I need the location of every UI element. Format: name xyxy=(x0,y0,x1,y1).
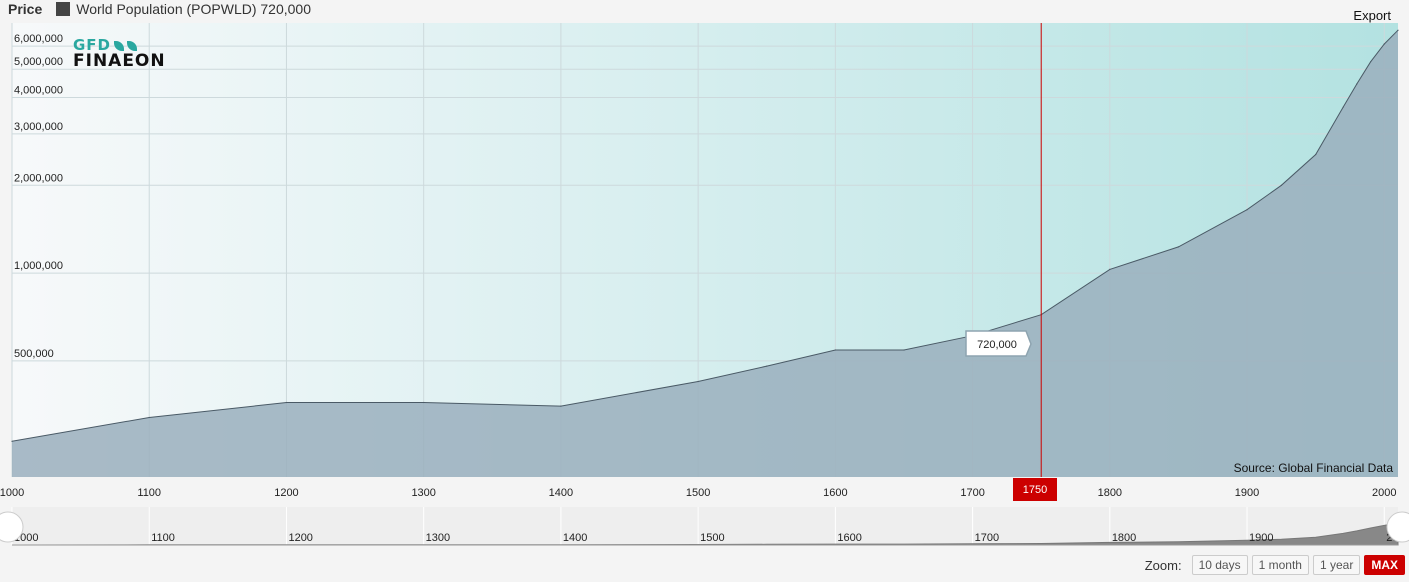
y-axis-ticks: 500,000 1,000,000 2,000,000 3,000,000 4,000,… xyxy=(14,33,63,360)
series-point xyxy=(1280,184,1282,186)
x-tick-label: 2000 xyxy=(1372,487,1396,499)
zoom-controls: Zoom: 10 days 1 month 1 year MAX xyxy=(1145,555,1405,575)
logo-leaf-icon xyxy=(127,40,138,51)
series-point xyxy=(903,349,905,351)
series-point xyxy=(766,365,768,367)
series-point xyxy=(1370,61,1372,63)
x-tick-label: 1800 xyxy=(1098,487,1122,499)
series-point xyxy=(423,401,425,404)
y-tick-label: 6,000,000 xyxy=(14,33,63,45)
navigator-tick-label: 1600 xyxy=(837,532,861,544)
zoom-label: Zoom: xyxy=(1144,557,1182,573)
legend: Price World Population (POPWLD) 720,000 xyxy=(8,0,311,18)
series-point xyxy=(1315,153,1317,156)
logo-finaeon-text: FINAEON xyxy=(73,51,166,71)
gfd-finaeon-logo: GFD FINAEON xyxy=(73,36,166,71)
crosshair-x-label-box xyxy=(1013,478,1057,501)
series-point xyxy=(1397,29,1399,31)
navigator-tick-label: 1800 xyxy=(1112,532,1136,544)
source-label: Source: Global Financial Data xyxy=(1234,461,1394,475)
navigator-tick-label: 1100 xyxy=(151,532,175,544)
y-tick-label: 2,000,000 xyxy=(14,172,63,184)
logo-leaf-icon xyxy=(114,40,125,51)
tooltip: 720,000 xyxy=(965,330,1032,357)
x-tick-label: 1400 xyxy=(549,487,573,499)
series-area-fill xyxy=(12,30,1398,477)
y-tick-label: 500,000 xyxy=(14,348,54,360)
x-tick-label: 1600 xyxy=(823,487,847,499)
tooltip-text: 720,000 xyxy=(977,339,1017,351)
navigator-handle-left[interactable] xyxy=(0,511,24,543)
navigator-ticks: 1000 1100 1200 1300 1400 1500 1600 1700 1800 1900… xyxy=(14,532,1409,544)
x-tick-label: 1200 xyxy=(274,487,298,499)
x-axis-ticks: 1000 1100 1200 1300 1400 1500 1600 1700 1800 1900… xyxy=(0,487,1397,499)
navigator-tick-label: 1400 xyxy=(563,532,587,544)
y-tick-label: 3,000,000 xyxy=(14,121,63,133)
series-point xyxy=(697,380,699,383)
series-point xyxy=(285,401,288,404)
navigator-tick-label: 1200 xyxy=(288,532,312,544)
export-button[interactable]: Export xyxy=(1353,8,1391,23)
x-tick-label: 1300 xyxy=(411,487,435,499)
logo-gfd-text: GFD xyxy=(73,36,112,54)
y-tick-label: 1,000,000 xyxy=(14,260,63,272)
navigator-tick-label: 1900 xyxy=(1249,532,1273,544)
legend-series-text[interactable]: World Population (POPWLD) 720,000 xyxy=(76,1,311,17)
x-tick-label: 1900 xyxy=(1235,487,1259,499)
tooltip-box xyxy=(965,330,1032,357)
navigator-handle-right[interactable] xyxy=(1386,511,1409,543)
crosshair-x-label: 1750 xyxy=(1013,478,1057,501)
navigator-background xyxy=(12,507,1398,545)
series-point xyxy=(834,349,837,351)
series-point xyxy=(1246,209,1248,211)
y-tick-label: 4,000,000 xyxy=(14,84,63,96)
series-point xyxy=(11,440,13,442)
navigator[interactable]: 1000 1100 1200 1300 1400 1500 1600 1700 1800 1900… xyxy=(0,507,1409,546)
x-tick-label: 1700 xyxy=(960,487,984,499)
x-tick-label: 1000 xyxy=(0,487,24,499)
zoom-1-year-button[interactable]: 1 year xyxy=(1312,555,1361,575)
series-point xyxy=(1383,43,1385,45)
crosshair-x-label-text: 1750 xyxy=(1023,484,1047,496)
navigator-tick-label: 1500 xyxy=(700,532,724,544)
zoom-1-month-button[interactable]: 1 month xyxy=(1251,555,1309,575)
series-point xyxy=(1356,83,1358,85)
series-point xyxy=(1342,106,1344,108)
series-point xyxy=(148,416,150,419)
y-tick-label: 5,000,000 xyxy=(14,56,63,68)
navigator-tick-label: 1300 xyxy=(426,532,450,544)
x-tick-label: 1500 xyxy=(686,487,710,499)
navigator-tick-label: 1700 xyxy=(975,532,999,544)
legend-title: Price xyxy=(8,1,43,17)
zoom-10-days-button[interactable]: 10 days xyxy=(1191,555,1248,575)
x-tick-label: 1100 xyxy=(137,487,161,499)
series-point xyxy=(1109,268,1111,270)
zoom-max-button[interactable]: MAX xyxy=(1364,555,1405,575)
series-point xyxy=(560,405,562,407)
legend-swatch[interactable] xyxy=(56,2,71,16)
series-point xyxy=(1177,246,1179,248)
